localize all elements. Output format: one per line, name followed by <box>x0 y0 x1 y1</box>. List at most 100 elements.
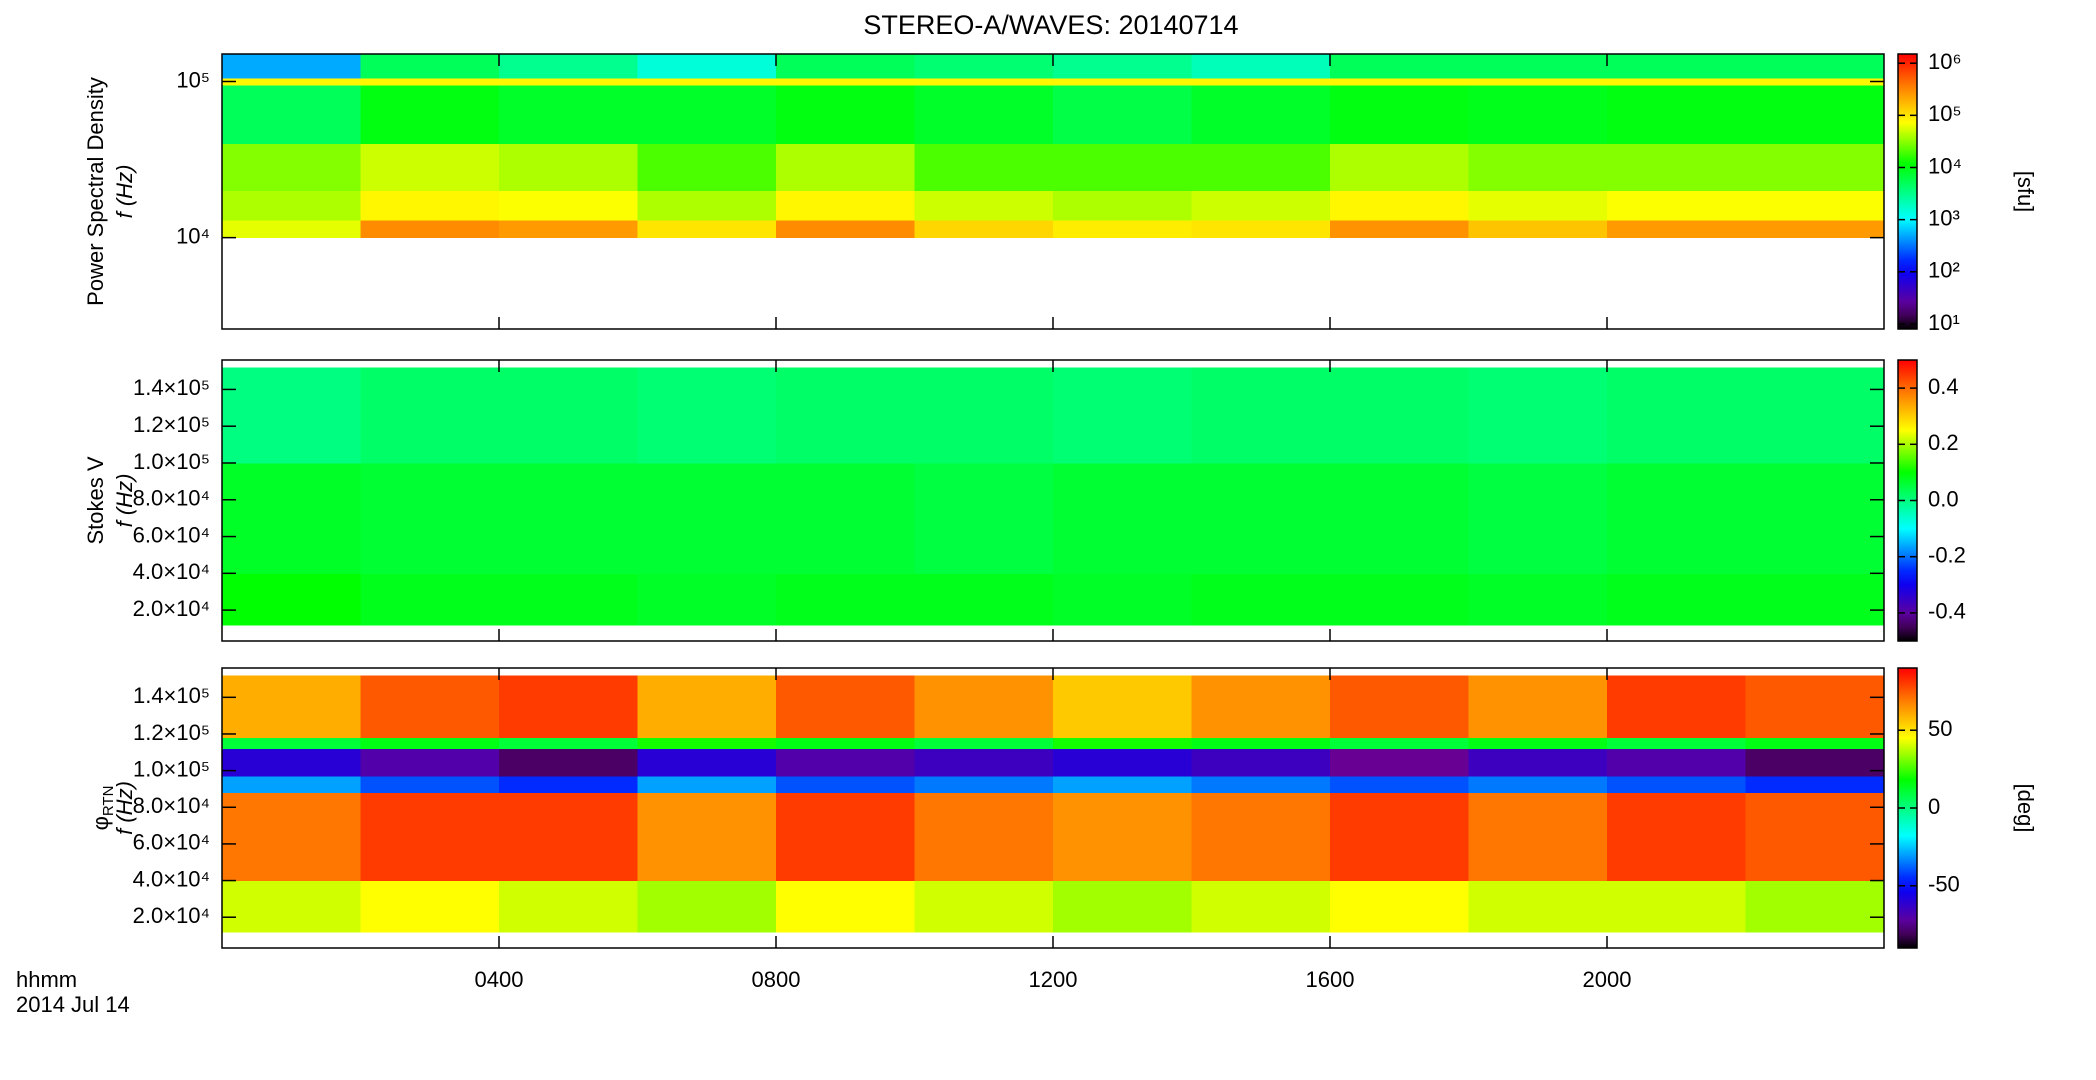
heatmap-cell <box>637 776 777 794</box>
heatmap-cell <box>914 219 1054 239</box>
heatmap-cell <box>1745 737 1885 750</box>
heatmap-cell <box>1053 367 1192 464</box>
heatmap-cell <box>360 54 500 79</box>
heatmap-cell <box>1745 880 1885 933</box>
heatmap-cell <box>1745 219 1885 239</box>
heatmap-cell <box>1468 84 1608 145</box>
heatmap-cell <box>637 367 777 464</box>
heatmap-cell <box>499 367 638 464</box>
date-label: 2014 Jul 14 <box>16 992 130 1017</box>
y-quantity-label: Power Spectral Density <box>83 77 108 306</box>
y-tick-label: 4.0×10⁴ <box>133 559 210 584</box>
heatmap-cell <box>360 573 500 626</box>
heatmap-cell <box>1468 143 1608 192</box>
heatmap-cell <box>1053 84 1192 145</box>
heatmap-cell <box>499 54 638 79</box>
heatmap-cell <box>222 190 361 221</box>
y-tick-label: 10⁴ <box>176 223 210 248</box>
heatmap-cell <box>1468 78 1608 86</box>
heatmap-cell <box>1053 880 1192 933</box>
heatmap-cell <box>1053 792 1192 882</box>
heatmap-cell <box>1191 462 1331 574</box>
heatmap-cell <box>637 143 777 192</box>
heatmap-cell <box>1330 84 1469 145</box>
heatmap-cell <box>1745 84 1885 145</box>
heatmap-cell <box>914 84 1054 145</box>
y-tick-label: 6.0×10⁴ <box>133 830 210 855</box>
heatmap-cell <box>776 737 915 750</box>
heatmap-cell <box>637 748 777 777</box>
heatmap-cell <box>637 78 777 86</box>
heatmap-cell <box>1330 776 1469 794</box>
y-quantity-label: Stokes V <box>83 456 108 544</box>
colorbar-label: [sfu] <box>2013 171 2038 213</box>
quantity: Power Spectral Density <box>83 77 108 306</box>
heatmap-cell <box>914 675 1054 739</box>
heatmap-cell <box>1607 219 1746 239</box>
heatmap-cell <box>1191 880 1331 933</box>
heatmap-cell <box>914 78 1054 86</box>
y-tick-label: 1.4×10⁵ <box>133 375 210 400</box>
heatmap-cell <box>222 462 361 574</box>
heatmap-cell <box>1468 367 1608 464</box>
heatmap-cell <box>1745 462 1885 574</box>
colorbar-tick-label: -0.4 <box>1928 599 1966 624</box>
x-tick-label: 0400 <box>475 967 524 992</box>
heatmap-cell <box>1191 143 1331 192</box>
colorbar-tick-label: 10³ <box>1928 205 1960 230</box>
heatmap-cell <box>1330 792 1469 882</box>
heatmap-cell <box>499 190 638 221</box>
heatmap-cell <box>1330 675 1469 739</box>
heatmap-cell <box>222 748 361 777</box>
heatmap-cell <box>637 84 777 145</box>
heatmap-cell <box>637 675 777 739</box>
heatmap-cell <box>1607 776 1746 794</box>
colorbar-tick-label: 50 <box>1928 716 1952 741</box>
heatmap-cell <box>360 737 500 750</box>
y-tick-label: 8.0×10⁴ <box>133 486 210 511</box>
y-tick-label: 8.0×10⁴ <box>133 793 210 818</box>
y-tick-label: 4.0×10⁴ <box>133 866 210 891</box>
heatmap-cell <box>1745 367 1885 464</box>
heatmap-cell <box>1053 737 1192 750</box>
quantity: φ <box>88 816 113 830</box>
heatmap-cell <box>1468 792 1608 882</box>
heatmap-cell <box>1330 219 1469 239</box>
heatmap-cell <box>222 573 361 626</box>
heatmap-cell <box>637 737 777 750</box>
colorbar-tick-label: 0 <box>1928 794 1940 819</box>
heatmap-cell <box>1607 737 1746 750</box>
heatmap-cell <box>499 219 638 239</box>
heatmap-cell <box>637 54 777 79</box>
heatmap-cell <box>776 54 915 79</box>
heatmap-cell <box>776 675 915 739</box>
heatmap-cell <box>1468 219 1608 239</box>
y-tick-label: 1.4×10⁵ <box>133 683 210 708</box>
heatmap-cell <box>914 54 1054 79</box>
heatmap-cell <box>1330 573 1469 626</box>
heatmap-cell <box>360 462 500 574</box>
heatmap-cell <box>914 190 1054 221</box>
heatmap-cell <box>1330 143 1469 192</box>
heatmap-cell <box>776 462 915 574</box>
heatmap-cell <box>637 190 777 221</box>
heatmap-cell <box>499 776 638 794</box>
heatmap-cell <box>1607 84 1746 145</box>
heatmap-cell <box>499 880 638 933</box>
heatmap-cell <box>1330 462 1469 574</box>
heatmap-cell <box>776 78 915 86</box>
heatmap-cell <box>1053 143 1192 192</box>
heatmap-cell <box>360 748 500 777</box>
heatmap-cell <box>1191 190 1331 221</box>
heatmap-cell <box>1745 190 1885 221</box>
y-tick-label: 1.2×10⁵ <box>133 720 210 745</box>
heatmap-cell <box>776 792 915 882</box>
heatmap-cell <box>1191 573 1331 626</box>
heatmap-cell <box>1468 573 1608 626</box>
x-axis-label: hhmm <box>16 967 77 992</box>
heatmap-cell <box>360 367 500 464</box>
heatmap-cell <box>1468 748 1608 777</box>
heatmap-cell <box>776 143 915 192</box>
heatmap-cell <box>1745 776 1885 794</box>
heatmap-cell <box>222 880 361 933</box>
